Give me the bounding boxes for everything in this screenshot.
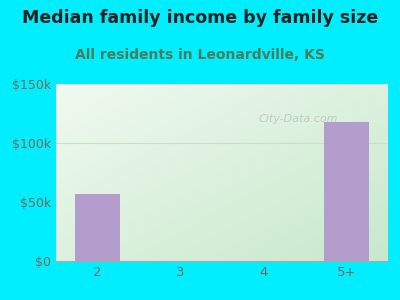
Text: Median family income by family size: Median family income by family size	[22, 9, 378, 27]
Bar	[324, 122, 369, 261]
Text: City-Data.com: City-Data.com	[259, 114, 338, 124]
Bar	[75, 194, 120, 261]
Text: All residents in Leonardville, KS: All residents in Leonardville, KS	[75, 48, 325, 62]
